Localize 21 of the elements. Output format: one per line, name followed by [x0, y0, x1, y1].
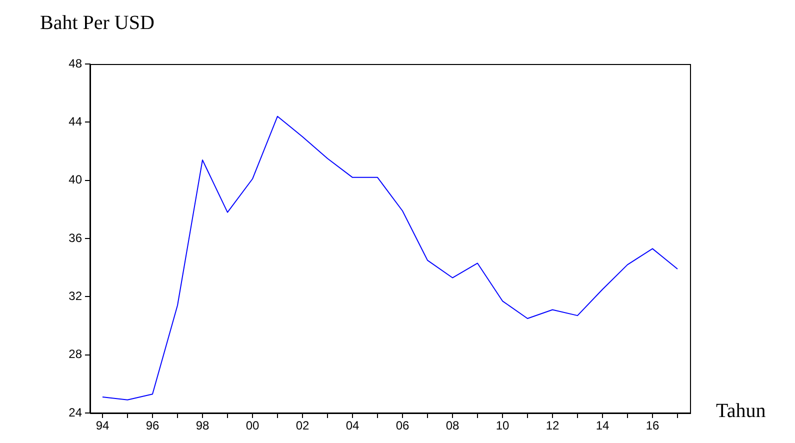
x-tick-label: 08 [446, 418, 460, 433]
x-tick-label: 10 [496, 418, 510, 433]
y-tick-label: 32 [68, 288, 82, 303]
y-tick-label: 28 [68, 347, 82, 362]
x-tick-label: 16 [646, 418, 660, 433]
x-tick-label: 02 [296, 418, 310, 433]
x-tick-label: 06 [396, 418, 410, 433]
y-tick-label: 36 [68, 230, 82, 245]
x-tick-label: 00 [246, 418, 260, 433]
y-tick-label: 40 [68, 172, 82, 187]
y-tick-label: 48 [68, 56, 82, 70]
x-axis-title: Tahun [716, 400, 766, 423]
x-tick-label: 12 [546, 418, 560, 433]
x-tick-label: 14 [596, 418, 610, 433]
x-tick-label: 94 [96, 418, 110, 433]
y-tick-label: 24 [68, 405, 82, 420]
y-axis-title: Baht Per USD [40, 12, 154, 35]
y-tick-label: 44 [68, 114, 82, 128]
x-tick-label: 04 [346, 418, 360, 433]
x-tick-label: 98 [196, 418, 210, 433]
x-tick-label: 96 [146, 418, 160, 433]
